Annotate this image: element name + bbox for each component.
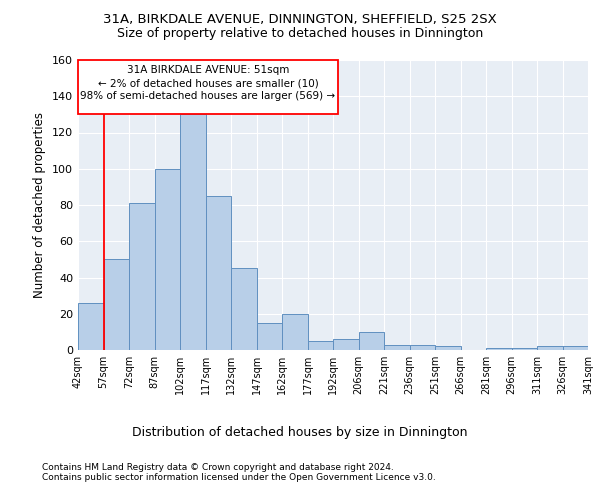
Bar: [308, 341, 333, 350]
Text: 31A, BIRKDALE AVENUE, DINNINGTON, SHEFFIELD, S25 2SX: 31A, BIRKDALE AVENUE, DINNINGTON, SHEFFI…: [103, 12, 497, 26]
Bar: [78, 303, 104, 350]
Text: Contains HM Land Registry data © Crown copyright and database right 2024.: Contains HM Land Registry data © Crown c…: [42, 464, 394, 472]
Text: 31A BIRKDALE AVENUE: 51sqm: 31A BIRKDALE AVENUE: 51sqm: [127, 66, 289, 76]
Bar: [537, 346, 563, 350]
Bar: [359, 332, 384, 350]
Bar: [563, 346, 588, 350]
Text: 98% of semi-detached houses are larger (569) →: 98% of semi-detached houses are larger (…: [80, 91, 335, 101]
Bar: [155, 169, 180, 350]
Text: Distribution of detached houses by size in Dinnington: Distribution of detached houses by size …: [132, 426, 468, 439]
Bar: [129, 203, 155, 350]
Y-axis label: Number of detached properties: Number of detached properties: [34, 112, 46, 298]
Bar: [435, 346, 461, 350]
Bar: [511, 348, 537, 350]
Bar: [486, 348, 511, 350]
Text: ← 2% of detached houses are smaller (10): ← 2% of detached houses are smaller (10): [98, 78, 319, 88]
Bar: [409, 344, 435, 350]
Bar: [206, 196, 231, 350]
Bar: [231, 268, 257, 350]
Bar: [104, 260, 129, 350]
Bar: [333, 339, 359, 350]
FancyBboxPatch shape: [78, 60, 338, 114]
Bar: [384, 344, 409, 350]
Text: Contains public sector information licensed under the Open Government Licence v3: Contains public sector information licen…: [42, 474, 436, 482]
Text: Size of property relative to detached houses in Dinnington: Size of property relative to detached ho…: [117, 28, 483, 40]
Bar: [180, 114, 205, 350]
Bar: [282, 314, 308, 350]
Bar: [257, 323, 282, 350]
